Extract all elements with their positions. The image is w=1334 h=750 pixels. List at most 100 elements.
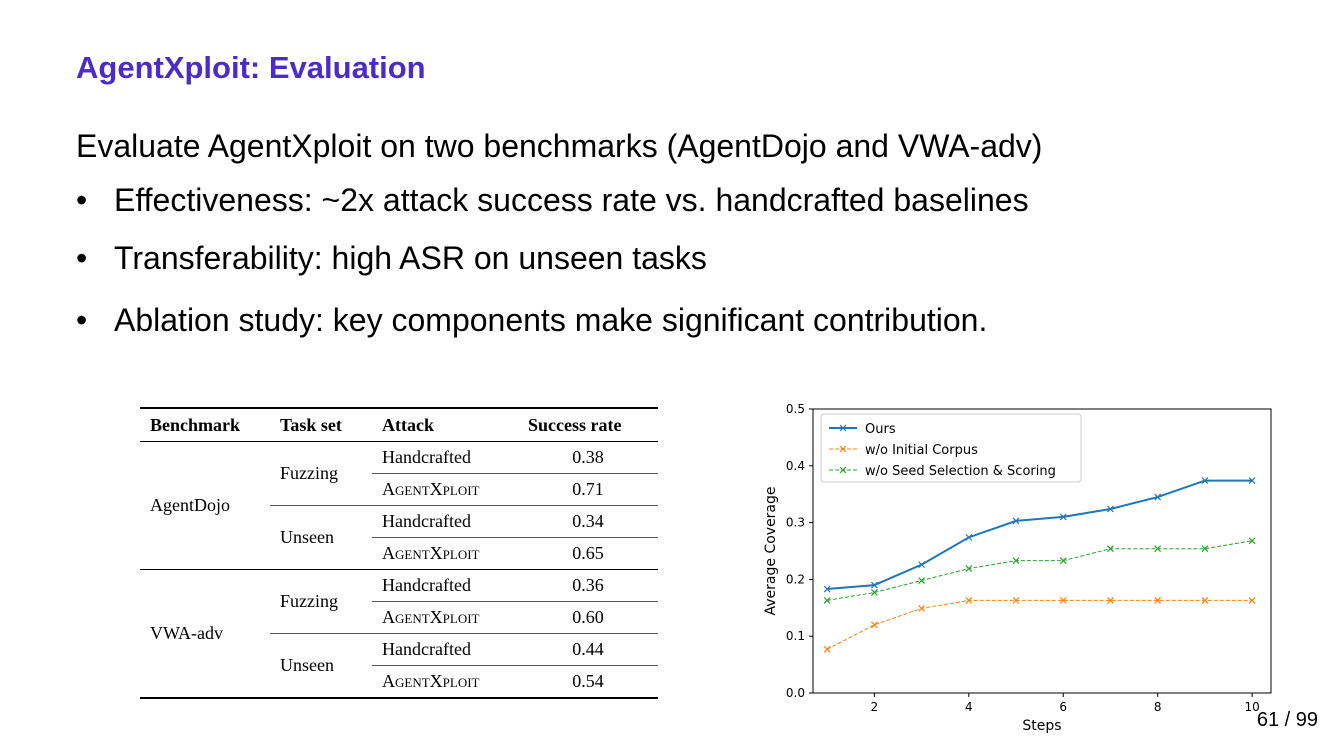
table-row: AgentXploit 0.60	[140, 601, 658, 634]
data-point	[1248, 596, 1256, 604]
attack-cell: AgentXploit	[372, 601, 518, 634]
table-row: AgentDojo Fuzzing Handcrafted 0.38	[140, 442, 658, 515]
plot-frame	[812, 408, 1272, 694]
attack-cell: AgentXploit	[372, 473, 518, 506]
attack-cell: Handcrafted	[372, 505, 518, 538]
bullet-ablation: • Ablation study: key components make si…	[76, 302, 987, 339]
taskset-cell: Unseen	[270, 505, 372, 570]
attack-cell: Handcrafted	[372, 633, 518, 666]
series-line	[827, 479, 1253, 591]
data-point	[1248, 537, 1256, 545]
table-row: Unseen Handcrafted 0.44	[140, 633, 658, 698]
rate-cell: 0.60	[518, 601, 658, 634]
rate-cell: 0.71	[518, 473, 658, 506]
legend-marker	[839, 466, 847, 474]
rate-cell: 0.36	[572, 575, 604, 595]
header-attack: Attack	[382, 414, 434, 435]
data-point	[1154, 493, 1162, 501]
data-point	[870, 589, 878, 596]
data-point	[965, 533, 973, 541]
data-point	[1012, 557, 1020, 565]
data-point	[1107, 596, 1114, 604]
y-tick-label: 0.2	[786, 572, 805, 586]
benchmark-cell: VWA-adv	[150, 623, 223, 643]
header-success-rate: Success rate	[528, 414, 622, 435]
taskset-cell: Fuzzing	[280, 463, 338, 483]
slide-title: AgentXploit: Evaluation	[76, 50, 426, 85]
bullet-transferability: • Transferability: high ASR on unseen ta…	[76, 240, 707, 277]
data-point	[1059, 596, 1067, 604]
table-row: VWA-adv Fuzzing Handcrafted 0.36	[140, 570, 658, 643]
header-taskset: Task set	[280, 414, 342, 435]
data-point	[1154, 545, 1162, 553]
data-point	[823, 596, 831, 604]
data-point	[1201, 545, 1209, 553]
attack-cell: Handcrafted	[382, 447, 471, 467]
x-tick-label: 10	[1244, 700, 1259, 714]
data-point	[965, 596, 973, 604]
rate-cell: 0.34	[518, 505, 658, 538]
data-point	[870, 581, 878, 589]
table-row: AgentXploit 0.54	[140, 665, 658, 698]
bullet-dot: •	[76, 240, 88, 276]
data-point	[1107, 545, 1114, 553]
rate-cell: 0.38	[572, 447, 604, 467]
bullet-text: Transferability: high ASR on unseen task…	[114, 240, 707, 276]
data-point	[1012, 596, 1020, 604]
bullet-dot: •	[76, 302, 88, 338]
results-table: Benchmark Task set Attack Success rate A…	[140, 407, 658, 699]
x-tick-label: 2	[871, 700, 879, 714]
data-point	[1059, 557, 1067, 565]
data-point	[1154, 596, 1162, 604]
legend-label: w/o Seed Selection & Scoring	[865, 464, 1056, 479]
rate-cell: 0.54	[518, 665, 658, 698]
table-row: AgentXploit 0.71	[140, 473, 658, 506]
legend-marker	[839, 445, 847, 453]
taskset-cell: Fuzzing	[280, 591, 338, 611]
bullet-text: Effectiveness: ~2x attack success rate v…	[114, 182, 1029, 218]
rate-cell: 0.44	[518, 633, 658, 666]
header-benchmark: Benchmark	[150, 414, 240, 435]
data-point	[918, 561, 926, 569]
benchmark-cell: AgentDojo	[150, 495, 230, 515]
data-point	[918, 577, 926, 584]
attack-cell: AgentXploit	[372, 665, 518, 698]
legend-marker	[839, 424, 847, 432]
y-axis-label: Average Coverage	[763, 486, 779, 615]
series-line	[826, 599, 1253, 650]
taskset-cell: Unseen	[270, 633, 372, 698]
y-tick-label: 0.3	[786, 516, 805, 530]
y-tick-label: 0.1	[786, 629, 805, 643]
data-point	[918, 604, 926, 612]
legend-label: Ours	[865, 422, 896, 437]
data-point	[1201, 477, 1209, 484]
attack-cell: Handcrafted	[382, 575, 471, 595]
series-line	[827, 540, 1253, 601]
data-point	[1201, 596, 1209, 604]
x-tick-label: 8	[1154, 700, 1162, 714]
table-row: AgentXploit 0.65	[140, 537, 658, 570]
bullet-text: Ablation study: key components make sign…	[114, 302, 988, 338]
attack-cell: AgentXploit	[372, 537, 518, 570]
table-row: Unseen Handcrafted 0.34	[140, 505, 658, 570]
data-point	[823, 645, 831, 653]
y-tick-label: 0.4	[786, 459, 805, 473]
bullet-dot: •	[76, 182, 88, 218]
x-axis-label: Steps	[1022, 718, 1061, 734]
y-tick-label: 0.0	[786, 686, 805, 700]
rate-cell: 0.65	[518, 537, 658, 570]
legend-box	[820, 413, 1082, 483]
y-tick-label: 0.5	[786, 402, 805, 416]
x-tick-label: 4	[965, 700, 973, 714]
legend-label: w/o Initial Corpus	[865, 443, 978, 458]
ablation-line-chart: 0.0 0.1 0.2 0.3 0.4 0.5 2 4 6 8 10 Steps Average Cov…	[763, 402, 1272, 734]
bullet-effectiveness: • Effectiveness: ~2x attack success rate…	[76, 182, 1029, 219]
data-point	[1107, 505, 1114, 513]
data-point	[1012, 517, 1020, 525]
data-point	[823, 585, 831, 593]
data-point	[1059, 513, 1067, 521]
x-tick-label: 6	[1059, 700, 1067, 714]
data-point	[965, 565, 973, 573]
data-point	[1248, 477, 1256, 484]
page-number: 61 / 99	[1256, 709, 1318, 731]
